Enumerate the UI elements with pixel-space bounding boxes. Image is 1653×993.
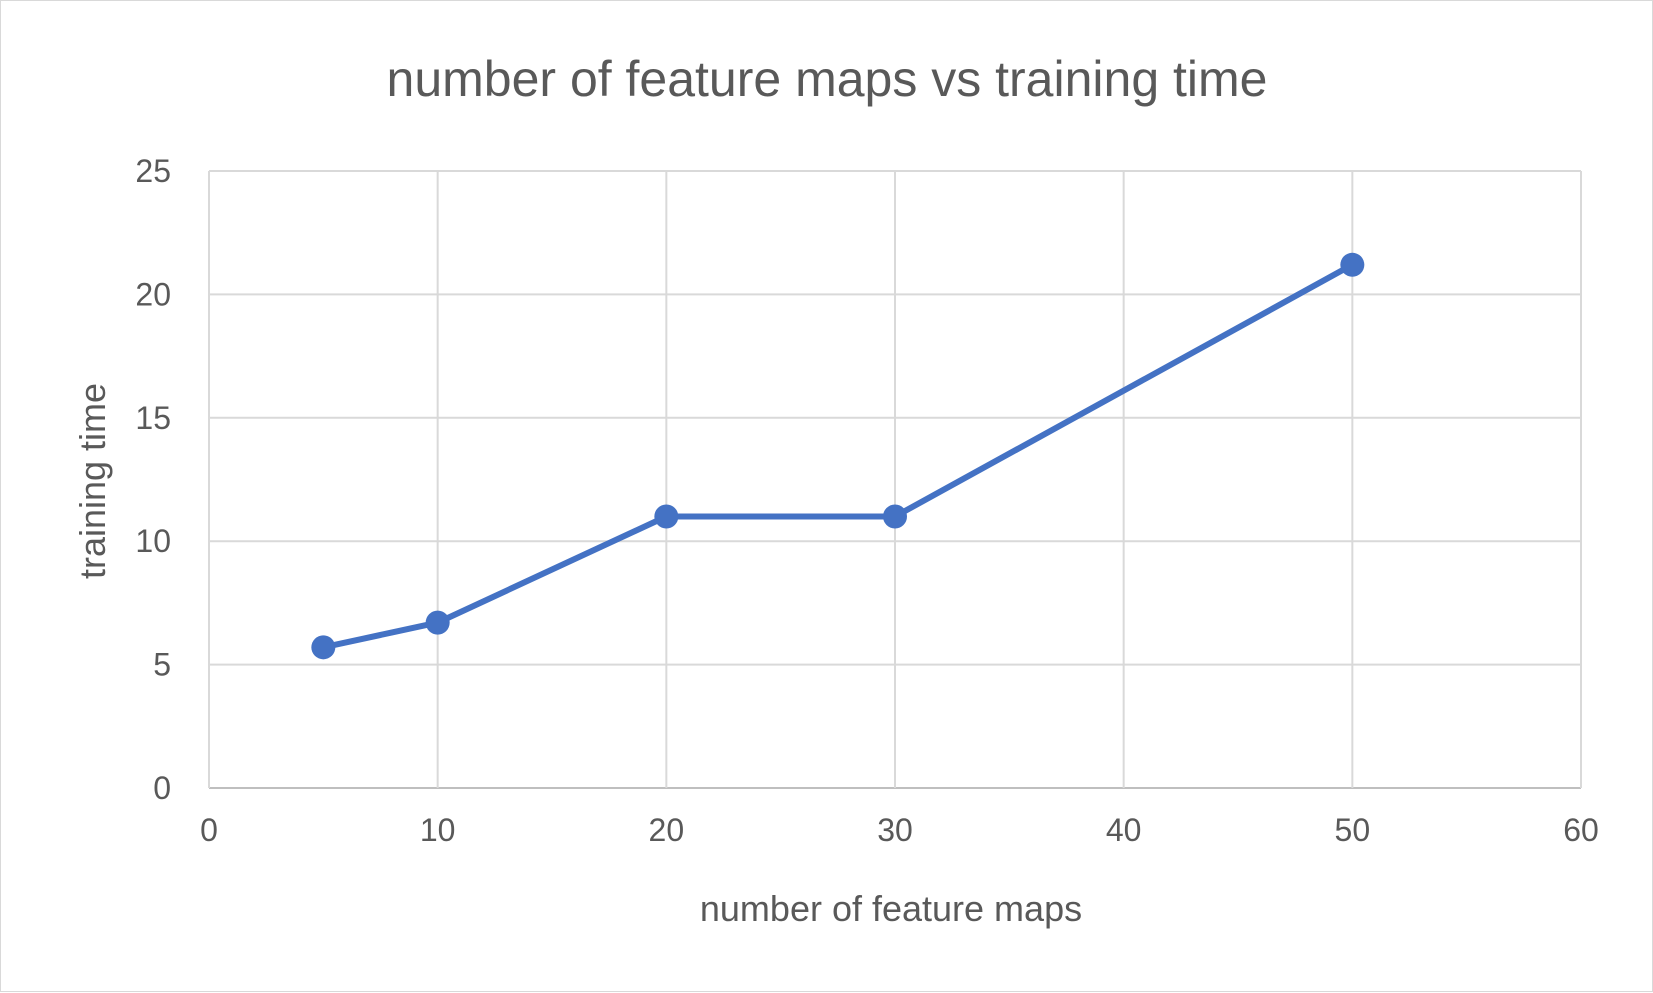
data-point-0-1 xyxy=(425,610,450,635)
tick-labels: 0 5 10 15 20 25 0 10 20 30 40 50 60 xyxy=(135,153,1598,848)
x-tick-label-4: 40 xyxy=(1106,812,1142,848)
x-tick-label-5: 50 xyxy=(1335,812,1371,848)
x-axis-title: number of feature maps xyxy=(700,888,1082,929)
y-tick-label-4: 20 xyxy=(135,276,171,312)
x-tick-label-0: 0 xyxy=(200,812,218,848)
x-tick-label-2: 20 xyxy=(649,812,685,848)
x-tick-label-6: 60 xyxy=(1563,812,1599,848)
x-tick-label-3: 30 xyxy=(877,812,913,848)
y-tick-label-1: 5 xyxy=(153,647,171,683)
gridlines xyxy=(208,170,1582,789)
y-axis-title: training time xyxy=(72,383,113,579)
series-line-0 xyxy=(320,261,1356,651)
chart-title: number of feature maps vs training time xyxy=(387,51,1268,107)
data-point-0-3 xyxy=(883,504,907,529)
series-layer xyxy=(311,252,1365,660)
y-tick-label-0: 0 xyxy=(153,770,171,806)
data-point-0-2 xyxy=(654,504,679,529)
y-tick-label-5: 25 xyxy=(135,153,171,189)
y-tick-label-2: 10 xyxy=(135,523,171,559)
data-point-0-4 xyxy=(1340,252,1365,277)
y-tick-label-3: 15 xyxy=(135,400,171,436)
x-tick-label-1: 10 xyxy=(420,812,456,848)
data-point-0-0 xyxy=(311,635,336,660)
